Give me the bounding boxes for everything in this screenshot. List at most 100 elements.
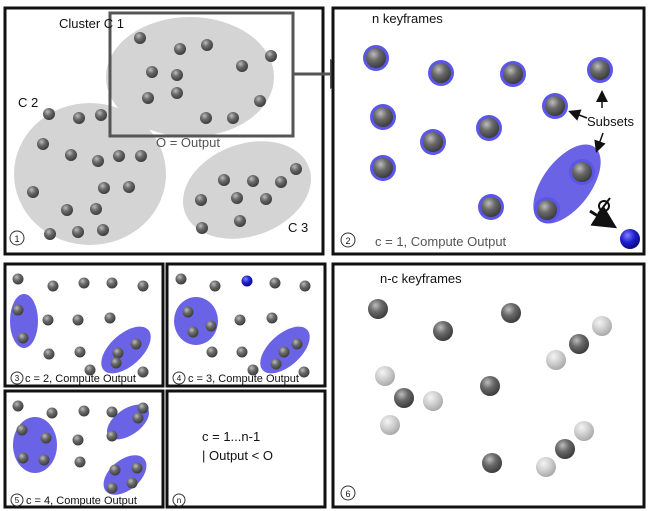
- keyframe-ball: [373, 158, 393, 178]
- keyframe-ball: [482, 453, 502, 473]
- keyframe-ball: [106, 430, 118, 442]
- keyframe-ball: [206, 346, 218, 358]
- panel-5: 5 c = 4, Compute Output: [3, 389, 165, 509]
- step-5-marker: [10, 493, 24, 507]
- keyframe-ball: [16, 424, 28, 436]
- step-1-marker: [9, 230, 25, 246]
- keyframe-ball: [43, 108, 55, 120]
- keyframe-ball: [205, 320, 217, 332]
- panel-2-compute: c = 1, Compute Output: [375, 234, 507, 249]
- keyframe-ball: [241, 275, 253, 287]
- keyframe-ball: [109, 464, 121, 476]
- keyframe-ball: [479, 118, 499, 138]
- keyframe-ball: [247, 364, 259, 376]
- step-2-marker: [340, 232, 356, 248]
- keyframe-ball: [78, 277, 90, 289]
- subsets-arrow-down: [594, 132, 606, 153]
- keyframe-ball: [254, 95, 266, 107]
- step-4-marker: [172, 371, 186, 385]
- step-n-number: n: [177, 496, 181, 505]
- keyframe-ball: [218, 174, 230, 186]
- keyframe-ball: [97, 224, 109, 236]
- keyframe-ball: [247, 175, 259, 187]
- keyframe-ball: [234, 215, 246, 227]
- keyframe-ball: [266, 312, 278, 324]
- step-2-number: 2: [345, 236, 350, 246]
- keyframe-ball: [278, 346, 290, 358]
- panel-4: 4 c = 3, Compute Output: [165, 262, 327, 388]
- step-3-marker: [10, 371, 24, 385]
- keyframe-ball: [43, 348, 55, 360]
- keyframe-ball: [110, 357, 122, 369]
- keyframe-ball: [209, 280, 221, 292]
- keyframe-ball: [545, 96, 565, 116]
- keyframe-ball: [380, 415, 400, 435]
- keyframe-ball: [74, 346, 86, 358]
- keyframe-ball: [27, 186, 39, 198]
- keyframe-ball: [174, 43, 186, 55]
- keyframe-ball: [38, 454, 50, 466]
- keyframe-ball: [137, 366, 149, 378]
- keyframe-ball: [61, 204, 73, 216]
- keyframe-ball: [40, 432, 52, 444]
- keyframe-ball: [42, 314, 54, 326]
- keyframe-ball: [546, 350, 566, 370]
- panel-5-compute: c = 4, Compute Output: [26, 495, 137, 507]
- panel-n: c = 1...n-1 | Output < O n: [165, 389, 327, 509]
- keyframe-ball: [123, 181, 135, 193]
- keyframe-ball: [171, 69, 183, 81]
- keyframe-ball: [299, 280, 311, 292]
- keyframe-ball: [275, 176, 287, 188]
- keyframe-ball: [46, 407, 58, 419]
- keyframe-ball: [113, 150, 125, 162]
- step-4-number: 4: [177, 374, 182, 383]
- keyframe-ball: [17, 452, 29, 464]
- keyframe-ball: [373, 107, 393, 127]
- keyframe-ball: [78, 405, 90, 417]
- cluster-c2-label: C 2: [18, 95, 38, 110]
- panel-1: Cluster C 1 C 2 C 3 O = Output 1: [3, 6, 360, 256]
- keyframe-ball: [187, 326, 199, 338]
- keyframe-ball: [298, 366, 310, 378]
- output-label: O = Output: [156, 135, 220, 150]
- step-n-marker: [172, 493, 186, 507]
- keyframe-ball: [126, 477, 138, 489]
- panel-3-compute: c = 2, Compute Output: [25, 373, 136, 385]
- keyframe-ball: [394, 388, 414, 408]
- keyframe-ball: [12, 400, 24, 412]
- keyframe-ball: [555, 439, 575, 459]
- keyframe-ball: [65, 149, 77, 161]
- keyframe-ball: [265, 50, 277, 62]
- cluster-c1-label: Cluster C 1: [59, 16, 124, 31]
- keyframe-ball: [196, 222, 208, 234]
- keyframe-ball: [137, 402, 149, 414]
- keyframe-ball: [375, 366, 395, 386]
- keyframe-ball: [134, 32, 146, 44]
- keyframe-ball: [195, 194, 207, 206]
- cluster-c3-region: [183, 141, 311, 239]
- keyframe-ball: [480, 376, 500, 396]
- keyframe-ball: [503, 64, 523, 84]
- keyframe-ball: [98, 182, 110, 194]
- keyframe-ball: [201, 39, 213, 51]
- keyframe-ball: [146, 66, 158, 78]
- keyframe-ball: [137, 280, 149, 292]
- keyframe-ball: [590, 60, 610, 80]
- keyframe-ball: [12, 304, 24, 316]
- keyframe-ball: [17, 332, 29, 344]
- keyframe-ball: [106, 277, 118, 289]
- keyframe-ball: [182, 306, 194, 318]
- step-6-number: 6: [345, 489, 350, 499]
- keyframe-ball: [90, 203, 102, 215]
- keyframe-ball: [574, 421, 594, 441]
- panel-2: n keyframes Subsets c = 1, Compute Outpu…: [331, 6, 646, 256]
- keyframe-ball: [236, 346, 248, 358]
- keyframe-ball: [270, 358, 282, 370]
- panel-n-line-1: c = 1...n-1: [202, 429, 260, 444]
- panel-3: 3 c = 2, Compute Output: [3, 262, 165, 388]
- keyframe-ball: [131, 462, 143, 474]
- keyframe-ball: [112, 347, 124, 359]
- step-1-number: 1: [14, 234, 19, 244]
- keyframe-ball: [92, 155, 104, 167]
